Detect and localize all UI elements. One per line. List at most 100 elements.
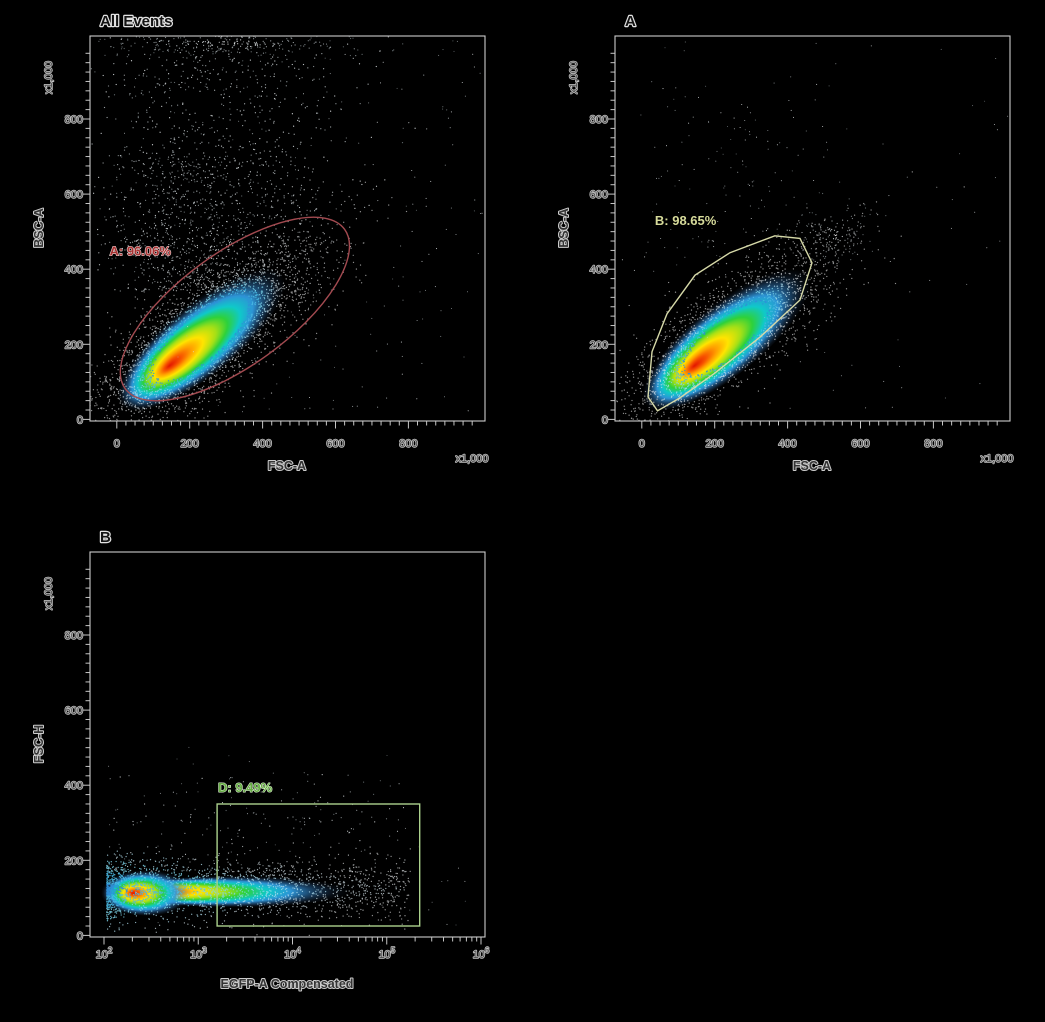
x-tick-label: 600 [326, 438, 344, 450]
scatter-dots [108, 761, 449, 922]
y-tick-label: 200 [65, 855, 83, 867]
scatter-dots [91, 36, 369, 290]
x-axis-multiplier: x1,000 [455, 453, 488, 465]
gate-a-label: A: 96.06% [110, 244, 172, 259]
y-tick-label: 600 [590, 189, 608, 201]
y-tick-label: 600 [65, 705, 83, 717]
scatter-dots [136, 281, 266, 397]
y-axis-multiplier: x1,000 [568, 61, 580, 94]
scatter-dots [662, 283, 790, 395]
scatter-dots [155, 38, 296, 51]
scatter-dots [816, 219, 855, 251]
y-tick-label: 800 [65, 114, 83, 126]
plot-data-layer [615, 41, 1009, 421]
y-axis-label: FSC-H [32, 725, 46, 763]
scatter-dots [149, 293, 252, 384]
scatter-dots [652, 45, 998, 409]
scatter-dots [90, 36, 416, 292]
x-tick-label: 800 [399, 438, 417, 450]
plot-gate-a: 0 200 400 600 800 x1,000 0 200 400 600 800 x1,000 B:… [553, 6, 1033, 486]
scatter-dots [121, 268, 281, 410]
plot-data-layer [90, 36, 483, 421]
axis-ticks [607, 52, 998, 429]
scatter-dots [123, 36, 483, 412]
scatter-dots [648, 271, 803, 408]
y-tick-label: 400 [65, 780, 83, 792]
scatter-dots [98, 36, 404, 62]
gate-b-canvas: 102 103 104 105 106 0 200 400 600 800 x1,000 D: 9.4… [31, 528, 491, 992]
scatter-dots [123, 44, 482, 410]
plot-generated-layer: 0 200 400 600 800 x1,000 0 200 400 600 800 x1,000 B:… [567, 35, 1014, 466]
x-tick-label: 0 [639, 438, 645, 450]
y-tick-label: 0 [77, 414, 83, 426]
x-axis-label: FSC-A [268, 459, 306, 473]
scatter-dots [640, 81, 908, 278]
scatter-dots [110, 775, 404, 873]
gate-d-label: D: 9.49% [218, 780, 273, 795]
x-tick-label: 102 [96, 946, 113, 961]
scatter-dots [783, 181, 887, 287]
axis-tick-labels: 0 200 400 600 800 x1,000 0 200 400 600 800 x1,000 [567, 60, 1014, 466]
y-axis-multiplier: x1,000 [43, 577, 55, 610]
plot-title: B [100, 529, 111, 546]
plot-data-layer [101, 746, 466, 937]
x-tick-label: 200 [706, 438, 724, 450]
y-tick-label: 400 [590, 264, 608, 276]
scatter-dots [113, 774, 406, 873]
axis-ticks [82, 52, 473, 429]
scatter-dots [664, 41, 974, 399]
axis-ticks [82, 568, 482, 945]
scatter-dots [182, 40, 266, 48]
scatter-dots [106, 870, 206, 909]
axis-tick-labels: 0 200 400 600 800 x1,000 0 200 400 600 800 x1,000 [42, 60, 489, 466]
x-axis-label: FSC-A [793, 459, 831, 473]
density-blob [116, 267, 285, 410]
scatter-dots [119, 846, 405, 933]
scatter-dots [106, 850, 339, 932]
y-tick-label: 0 [602, 414, 608, 426]
scatter-dots [130, 36, 328, 53]
x-tick-label: 400 [253, 438, 271, 450]
x-tick-label: 400 [778, 438, 796, 450]
gate-a-canvas: 0 200 400 600 800 x1,000 0 200 400 600 800 x1,000 B:… [556, 12, 1014, 474]
scatter-dots [104, 156, 302, 291]
scatter-dots [655, 276, 797, 401]
plot-generated-layer: 0 200 400 600 800 x1,000 0 200 400 600 800 x1,000 A:… [42, 35, 489, 466]
y-axis-label: BSC-A [557, 208, 571, 248]
scatter-dots [90, 36, 404, 292]
x-tick-label: 0 [114, 438, 120, 450]
y-axis-label: BSC-A [32, 208, 46, 248]
scatter-dots [645, 42, 1009, 409]
scatter-dots [102, 159, 301, 293]
y-tick-label: 200 [65, 339, 83, 351]
x-tick-label: 103 [190, 946, 207, 961]
plot-title: A [625, 13, 636, 30]
plot-gate-b: 102 103 104 105 106 0 200 400 600 800 x1,000 D: 9.4… [28, 522, 508, 1002]
scatter-dots [115, 777, 406, 873]
plot-title: All Events [100, 13, 173, 30]
scatter-dots [94, 156, 301, 291]
axis-frame [89, 551, 486, 938]
x-tick-label: 104 [284, 946, 301, 961]
plot-all-events: 0 200 400 600 800 x1,000 0 200 400 600 800 x1,000 A:… [28, 6, 508, 486]
scatter-dots [810, 215, 862, 258]
scatter-dots [674, 294, 777, 383]
gate-b-label: B: 98.65% [655, 213, 717, 228]
scatter-dots [664, 47, 986, 267]
scatter-dots [176, 755, 466, 926]
scatter-dots [106, 882, 140, 897]
x-axis-label: EGFP-A Compensated [221, 977, 354, 991]
x-tick-label: 106 [473, 946, 490, 961]
axis-frame [89, 35, 486, 422]
gate-b-shape [647, 235, 813, 412]
x-tick-label: 105 [378, 946, 395, 961]
scatter-dots [206, 852, 410, 929]
gate-d-shape [216, 803, 421, 927]
scatter-dots [108, 774, 400, 873]
scatter-dots [621, 83, 891, 273]
y-tick-label: 0 [77, 930, 83, 942]
scatter-dots [120, 40, 475, 411]
y-tick-label: 800 [65, 630, 83, 642]
scatter-dots [654, 99, 890, 276]
